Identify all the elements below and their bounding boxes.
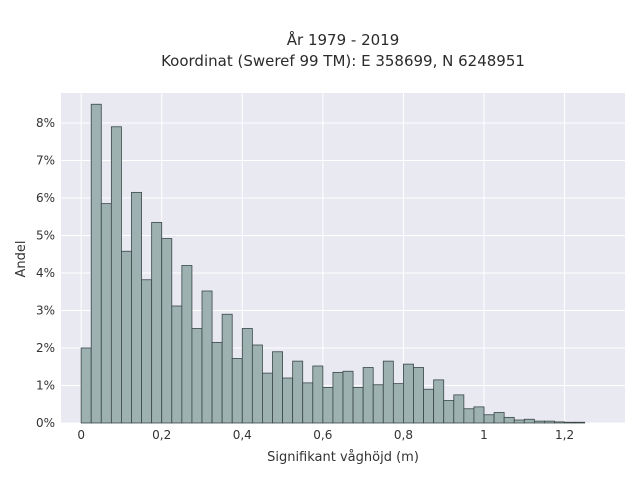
histogram-bar	[282, 377, 294, 424]
histogram-bar	[110, 126, 122, 424]
histogram-bar	[201, 290, 213, 424]
histogram-bar	[131, 191, 142, 424]
histogram-bar	[221, 313, 233, 424]
histogram-bar	[272, 351, 283, 424]
histogram-bar	[463, 408, 475, 424]
histogram-bar	[181, 265, 193, 424]
y-tick-label: 4%	[36, 266, 55, 280]
histogram-bar	[443, 400, 455, 424]
histogram-bar	[564, 421, 576, 424]
histogram-bar	[191, 328, 203, 424]
y-axis-label: Andel	[14, 241, 29, 278]
y-tick-label: 6%	[36, 191, 55, 205]
x-tick-label: 0,2	[152, 428, 171, 442]
histogram-bar	[493, 412, 505, 424]
chart-title-line-2: Koordinat (Sweref 99 TM): E 358699, N 62…	[161, 52, 525, 70]
histogram-bar	[513, 419, 525, 424]
histogram-bar	[433, 379, 445, 424]
histogram-bar	[533, 420, 545, 424]
histogram-bar	[241, 328, 253, 424]
histogram-bar	[262, 372, 273, 424]
axis-ticks: 0 0,2 0,4 0,6 0,8 1 1,2 0% 1% 2% 3% 4% 5% 6% 7% 8%	[36, 116, 574, 442]
histogram-bar	[574, 421, 586, 424]
x-axis-label: Signifikant våghöjd (m)	[267, 450, 419, 465]
histogram-bar	[473, 406, 485, 424]
chart-title-line-1: År 1979 - 2019	[287, 30, 400, 49]
histogram-bar	[121, 250, 132, 424]
y-tick-label: 0%	[36, 416, 55, 430]
y-tick-label: 2%	[36, 341, 55, 355]
y-tick-label: 7%	[36, 154, 55, 168]
y-tick-label: 1%	[36, 379, 55, 393]
histogram-bar	[423, 388, 435, 424]
histogram-bar	[100, 203, 112, 424]
x-tick-label: 0,8	[394, 428, 413, 442]
histogram-bar	[322, 386, 334, 424]
y-tick-label: 5%	[36, 229, 55, 243]
histogram-bar	[332, 371, 344, 424]
x-tick-label: 0	[77, 428, 85, 442]
x-tick-label: 1,2	[555, 428, 574, 442]
histogram-bar	[372, 384, 384, 424]
x-tick-label: 0,4	[233, 428, 252, 442]
histogram-bar	[523, 418, 535, 424]
histogram-bar	[362, 367, 374, 424]
histogram-bar	[251, 344, 263, 424]
histogram-bar	[392, 383, 404, 424]
y-tick-label: 3%	[36, 304, 55, 318]
histogram-bar	[161, 238, 173, 424]
histogram-bar	[151, 221, 163, 424]
x-tick-label: 0,6	[313, 428, 332, 442]
histogram-bars	[80, 103, 586, 424]
histogram-bar	[141, 279, 153, 424]
histogram-bar	[342, 370, 354, 424]
y-tick-label: 8%	[36, 116, 55, 130]
histogram-bar	[544, 420, 555, 424]
x-tick-label: 1	[480, 428, 488, 442]
histogram-bar	[292, 360, 304, 424]
histogram-bar	[453, 394, 465, 424]
histogram-bar	[503, 416, 515, 424]
histogram-bar	[302, 382, 314, 424]
histogram-bar	[413, 367, 424, 424]
histogram-bar	[554, 421, 565, 424]
histogram-bar	[171, 305, 183, 424]
histogram-bar	[483, 414, 495, 424]
histogram-bar	[403, 363, 414, 424]
histogram-bar	[90, 103, 102, 424]
histogram-bar	[80, 347, 92, 424]
histogram-bar	[352, 386, 364, 424]
histogram-bar	[312, 365, 324, 424]
histogram-bar	[231, 358, 243, 424]
histogram-bar	[211, 341, 223, 424]
histogram-bar	[382, 360, 394, 424]
